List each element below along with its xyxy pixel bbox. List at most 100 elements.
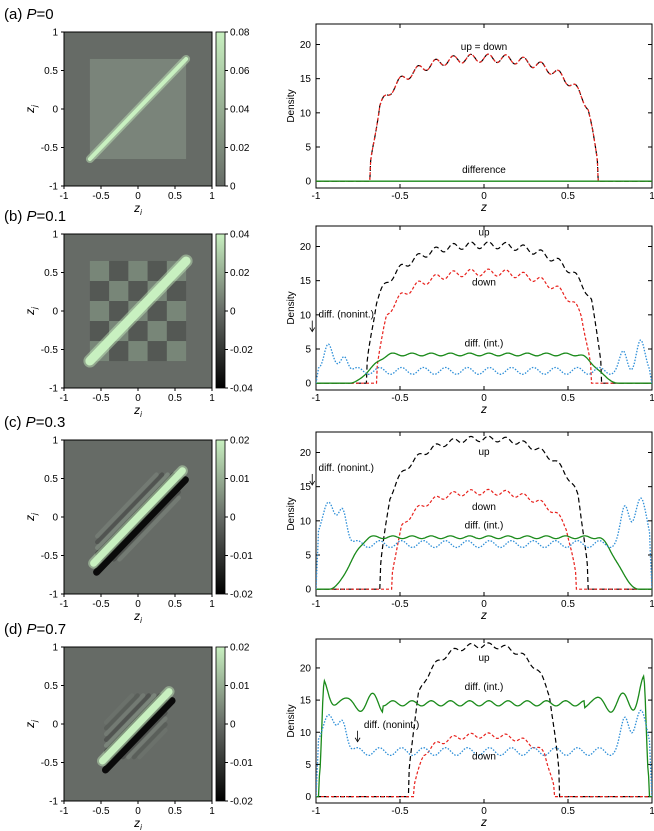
- annotation-label: difference: [462, 165, 506, 176]
- heatmap-checker-cell: [166, 280, 187, 301]
- x-axis-label: zi: [133, 403, 142, 419]
- annotation-label: down: [472, 277, 496, 288]
- heatmap-stripe: [109, 699, 168, 760]
- x-tick-label: 1: [209, 806, 215, 817]
- heatmap-checker-cell: [109, 280, 129, 301]
- x-tick-label: 0.5: [168, 806, 182, 817]
- y-axis-label-part: z: [23, 107, 37, 114]
- x-tick-label: -1: [312, 806, 321, 817]
- x-tick-label: 0.5: [561, 806, 575, 817]
- colorbar-tick-label: 0: [230, 720, 236, 731]
- colorbar-tick-label: 0.02: [230, 436, 250, 447]
- y-tick-label: 0.5: [44, 66, 58, 77]
- colorbar-tick-label: -0.01: [230, 551, 253, 562]
- x-tick-label: -0.5: [391, 191, 409, 202]
- x-axis-label: z: [480, 815, 487, 829]
- y-tick-label: 0.5: [44, 268, 58, 279]
- y-tick-label: 5: [305, 551, 311, 562]
- colorbar-tick-label: 0.04: [230, 105, 250, 116]
- heatmap-checker-cell: [109, 260, 129, 281]
- colorbar: [215, 439, 226, 595]
- colorbar-tick-label: 0.01: [230, 681, 250, 692]
- y-tick-label: -0.5: [41, 758, 59, 769]
- series-line-diff_int: [316, 352, 652, 384]
- y-axis-label-part: z: [23, 722, 37, 729]
- heatmap-diagonal: [90, 467, 186, 567]
- x-tick-label: 0: [135, 806, 141, 817]
- y-tick-label: 1: [52, 28, 58, 39]
- y-tick-label: 20: [300, 448, 312, 459]
- heatmap-stripe: [103, 693, 157, 748]
- series-line-down: [316, 732, 652, 798]
- y-tick-label: 1: [52, 436, 58, 447]
- heatmap-checker-cell: [147, 321, 167, 342]
- heatmap-checker-cell: [89, 260, 110, 281]
- y-tick-label: 0: [305, 585, 311, 596]
- heatmap-panel-b: (b) P=0.1-1 -0.5 0 0.5 110.50-0.5-1zizj0.040…: [4, 208, 253, 419]
- annotation-label: up: [478, 653, 490, 664]
- y-tick-label: -1: [49, 384, 58, 395]
- panel-label-part: =0.3: [36, 414, 66, 431]
- annotation-label: up: [478, 447, 490, 458]
- heatmap-stripe: [126, 716, 168, 760]
- heatmap-stripe: [111, 489, 181, 562]
- x-tick-label: 1: [649, 191, 654, 202]
- x-tick-label: -1: [312, 393, 321, 404]
- colorbar-tick-label: -0.04: [230, 384, 253, 395]
- heatmap-checker-cell: [166, 321, 187, 342]
- plot-content: [316, 642, 652, 798]
- heatmap-stripe: [103, 693, 151, 743]
- y-axis-label-part: j: [30, 307, 39, 310]
- x-tick-label: 0.5: [561, 393, 575, 404]
- y-axis-label: Density: [286, 89, 297, 122]
- y-axis-label: zj: [23, 105, 39, 114]
- annotation-label: up = down: [461, 42, 507, 53]
- heatmap-stripe: [137, 727, 168, 760]
- x-tick-label: -1: [60, 393, 69, 404]
- x-tick-label: -0.5: [92, 191, 110, 202]
- heatmap-stripe: [117, 495, 181, 562]
- plot-frame: [315, 225, 653, 391]
- x-tick-label: 0.5: [561, 599, 575, 610]
- heatmap-diagonal: [85, 256, 191, 366]
- heatmap-checker-cell: [109, 300, 129, 322]
- y-tick-label: 5: [305, 143, 311, 154]
- x-axis-label-part: z: [133, 609, 140, 623]
- x-tick-label: 0: [481, 599, 487, 610]
- x-tick-label: 1: [209, 599, 215, 610]
- heatmap-stripe: [95, 472, 176, 556]
- y-tick-label: 10: [300, 516, 312, 527]
- y-axis-label: zj: [23, 720, 39, 729]
- heatmap-checker-cell: [166, 341, 187, 362]
- y-tick-label: 0.5: [44, 474, 58, 485]
- y-tick-label: 0.5: [44, 681, 58, 692]
- annotation-label: diff. (nonint.): [319, 463, 374, 474]
- y-axis-label-part: j: [30, 105, 39, 108]
- x-tick-label: 1: [649, 393, 654, 404]
- series-line-down: [316, 53, 652, 182]
- heatmap-checker-cell: [147, 260, 167, 281]
- y-axis-label-part: z: [23, 515, 37, 522]
- y-tick-label: -1: [49, 590, 58, 601]
- colorbar-tick-label: 0: [230, 307, 236, 318]
- annotation-label: diff. (int.): [465, 520, 504, 531]
- heatmap-stripe: [103, 693, 146, 737]
- x-axis-label-part: z: [133, 403, 140, 417]
- colorbar-tick-label: 0.01: [230, 474, 250, 485]
- x-tick-label: 0.5: [168, 393, 182, 404]
- annotation-arrowhead: [354, 737, 361, 743]
- series-line-down: [316, 268, 652, 384]
- heatmap-panel-d: (d) P=0.7-1 -0.5 0 0.5 110.50-0.5-1zizj0.020…: [4, 621, 253, 831]
- plot-content: [316, 53, 652, 182]
- heatmap-checker-cell: [128, 280, 148, 301]
- x-axis-label-part: i: [140, 823, 142, 831]
- panel-label-part: (b): [4, 208, 27, 225]
- y-axis-label: zj: [23, 513, 39, 522]
- x-tick-label: 0: [481, 393, 487, 404]
- heatmap-checker-cell: [128, 321, 148, 342]
- series-line-down: [316, 488, 652, 590]
- annotation-label: diff. (int.): [465, 338, 504, 349]
- y-tick-label: 0: [52, 513, 58, 524]
